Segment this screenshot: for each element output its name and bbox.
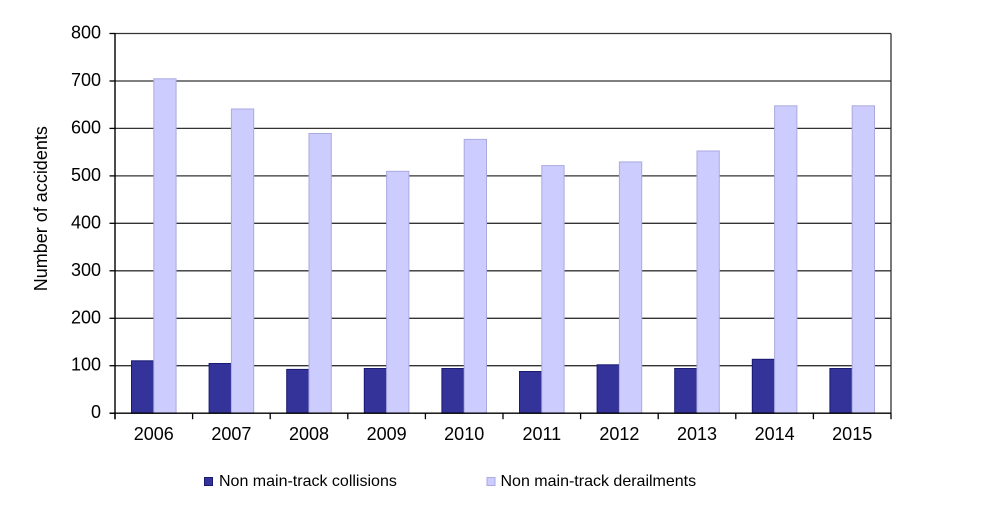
- svg-text:2010: 2010: [444, 424, 484, 444]
- svg-text:2009: 2009: [367, 424, 407, 444]
- svg-text:600: 600: [71, 117, 101, 137]
- svg-text:Number of accidents: Number of accidents: [31, 126, 51, 291]
- svg-text:800: 800: [71, 23, 101, 43]
- svg-text:2012: 2012: [599, 424, 639, 444]
- svg-text:500: 500: [71, 165, 101, 185]
- svg-text:2006: 2006: [134, 424, 174, 444]
- svg-text:Non main-track collisions: Non main-track collisions: [219, 473, 397, 490]
- svg-text:2011: 2011: [522, 424, 561, 444]
- svg-text:0: 0: [91, 402, 101, 422]
- svg-text:2015: 2015: [832, 424, 872, 444]
- svg-text:2008: 2008: [289, 424, 329, 444]
- svg-text:2013: 2013: [677, 424, 717, 444]
- svg-text:2007: 2007: [211, 424, 251, 444]
- svg-text:200: 200: [71, 307, 101, 327]
- svg-text:100: 100: [71, 355, 101, 375]
- svg-text:Non main-track derailments: Non main-track derailments: [501, 473, 697, 490]
- svg-text:700: 700: [71, 70, 101, 90]
- svg-text:300: 300: [71, 260, 101, 280]
- svg-text:2014: 2014: [755, 424, 795, 444]
- svg-text:400: 400: [71, 212, 101, 232]
